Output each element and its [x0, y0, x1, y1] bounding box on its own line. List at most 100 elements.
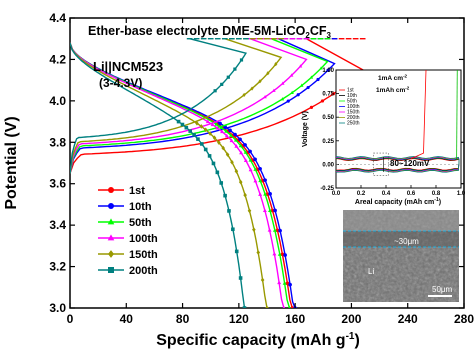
marker-10th — [238, 137, 242, 142]
marker-150th — [242, 92, 246, 97]
marker-200th — [223, 193, 227, 198]
marker-150th — [260, 277, 265, 283]
inset-axes: 0.0 0.2 0.4 0.6 0.8 1.0 -0.25 0.00 0.25 0.50 0.75 1… — [320, 68, 466, 197]
marker-200th — [242, 306, 247, 308]
marker-100th — [263, 95, 267, 99]
inset-x-tick-label: 0.6 — [407, 191, 416, 197]
marker-100th — [277, 280, 282, 285]
marker-50th — [299, 83, 304, 87]
inset-zoom-box — [373, 152, 389, 177]
legend-label: 150th — [129, 249, 158, 261]
marker-200th — [213, 89, 217, 93]
y-tick-label: 3.8 — [49, 135, 66, 149]
marker-150th — [252, 227, 256, 233]
marker-200th — [192, 133, 196, 137]
marker-1st — [331, 92, 336, 96]
inset-x-tick-label: 0.4 — [382, 191, 391, 197]
marker-10th — [263, 178, 267, 182]
marker-150th — [208, 131, 212, 136]
marker-200th — [215, 170, 220, 175]
marker-200th — [234, 249, 239, 254]
charge-curve-1st — [70, 38, 364, 174]
marker-200th — [220, 82, 224, 86]
inset-x-axis-title: Areal capacity (mAh cm-1) — [355, 197, 441, 206]
main-axes: 0 40 80 120 160 200 240 280 3.0 3.2 3.4 3.6 3.8 4.0 4.… — [49, 11, 474, 326]
marker-150th — [212, 135, 217, 141]
inset-y-tick-label: 1.00 — [322, 68, 334, 74]
marker-150th — [217, 140, 221, 145]
inset-chart: 0.0 0.2 0.4 0.6 0.8 1.0 -0.25 0.00 0.25 0.50 0.75 1… — [302, 68, 466, 206]
marker-10th — [268, 192, 272, 196]
marker-200th — [219, 181, 224, 185]
legend-marker-200th — [108, 267, 114, 273]
marker-150th — [221, 145, 226, 151]
marker-50th — [228, 133, 233, 137]
marker-200th — [231, 227, 235, 232]
marker-50th — [238, 143, 243, 148]
marker-10th — [228, 128, 232, 133]
cell-label: Li||NCM523 — [93, 59, 163, 74]
marker-50th — [277, 252, 282, 256]
marker-150th — [225, 152, 230, 157]
sem-image: ~30μm Li 50μm — [343, 210, 459, 302]
marker-150th — [234, 168, 239, 174]
legend-marker-100th — [107, 234, 115, 241]
marker-50th — [268, 208, 272, 213]
inset-legend-label: 1st — [347, 88, 354, 94]
discharge-curve-150th — [70, 42, 268, 308]
legend-label: 1st — [129, 185, 145, 197]
sem-scale-label: 50μm — [432, 285, 453, 294]
marker-100th — [234, 144, 239, 148]
inset-legend-label: 10th — [347, 93, 357, 99]
marker-10th — [243, 143, 247, 147]
marker-150th — [274, 62, 278, 67]
x-tick-label: 280 — [454, 312, 474, 326]
marker-200th — [239, 58, 244, 62]
marker-100th — [205, 119, 210, 124]
inset-series-250th — [336, 156, 460, 173]
marker-100th — [272, 251, 277, 256]
marker-100th — [215, 125, 220, 130]
inset-current-label: 1mA cm-2 — [378, 74, 408, 83]
marker-150th — [243, 192, 247, 198]
marker-50th — [248, 158, 253, 162]
x-tick-label: 40 — [120, 312, 134, 326]
marker-100th — [243, 158, 248, 163]
x-tick-label: 80 — [176, 312, 190, 326]
marker-150th — [258, 79, 262, 84]
marker-50th — [258, 178, 263, 183]
charge-curve-10th — [70, 38, 336, 174]
marker-150th — [256, 250, 261, 255]
marker-200th — [233, 67, 237, 71]
marker-10th — [316, 77, 320, 82]
marker-150th — [238, 179, 243, 185]
inset-y-tick-label: 0.75 — [322, 92, 334, 98]
marker-10th — [248, 149, 252, 154]
marker-50th — [288, 305, 291, 308]
y-tick-label: 4.4 — [49, 11, 66, 25]
marker-200th — [184, 125, 189, 130]
legend-label: 10th — [129, 201, 152, 213]
marker-150th — [203, 127, 208, 133]
discharge-curve-100th — [70, 42, 285, 308]
marker-100th — [289, 73, 294, 77]
marker-1st — [285, 281, 290, 286]
marker-200th — [176, 119, 181, 124]
marker-150th — [230, 159, 234, 165]
inset-y-axis-title: Voltage (V) — [302, 111, 309, 147]
marker-100th — [281, 81, 285, 85]
marker-10th — [278, 228, 282, 233]
marker-10th — [296, 93, 300, 97]
main-series-group — [70, 38, 366, 308]
x-tick-label: 0 — [67, 312, 74, 326]
charge-curve-150th — [70, 38, 283, 174]
marker-50th — [224, 129, 229, 133]
sem-deposit-layer — [343, 231, 459, 247]
marker-50th — [263, 192, 268, 196]
series-150th — [70, 38, 284, 308]
marker-150th — [247, 208, 252, 214]
y-tick-label: 3.6 — [49, 177, 66, 191]
